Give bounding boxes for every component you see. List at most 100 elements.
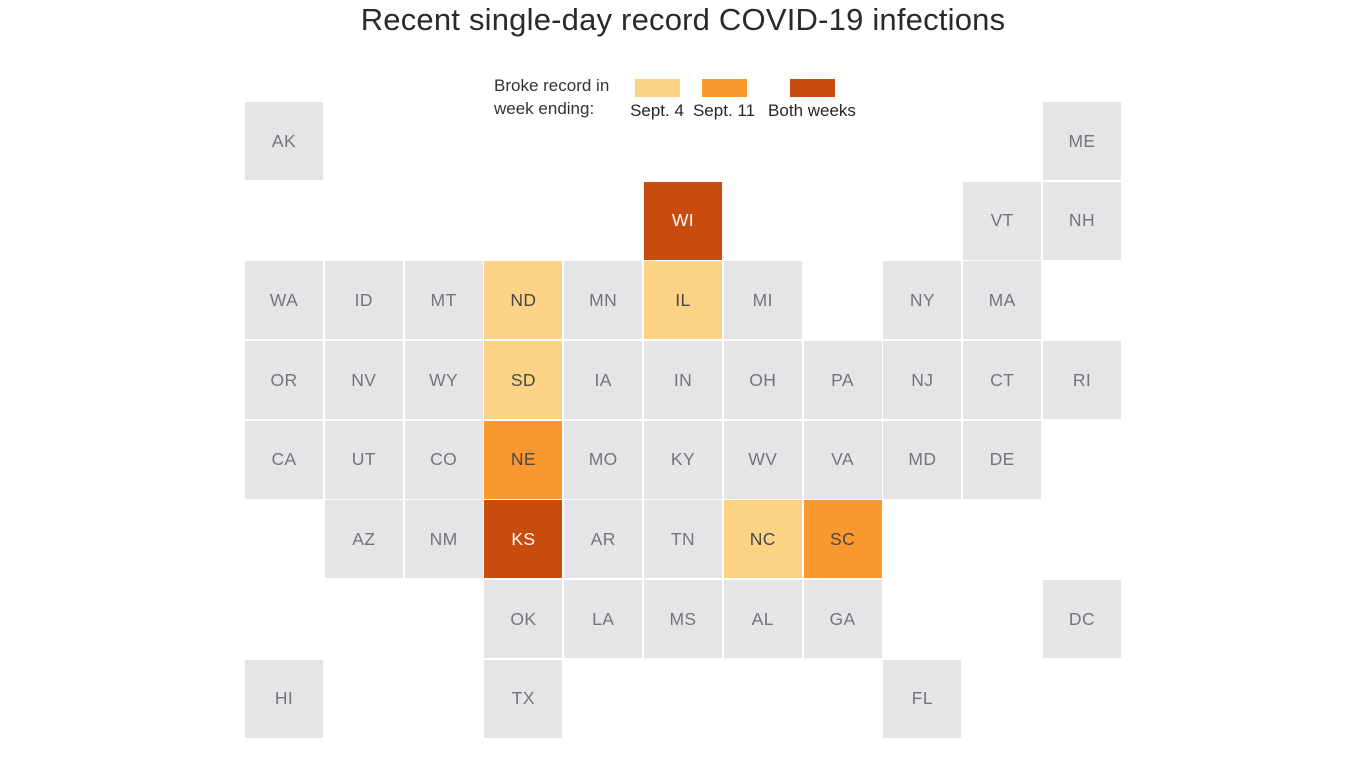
state-tile-nv: NV [324,341,403,420]
state-tile-il: IL [643,261,722,340]
state-label: GA [829,608,856,629]
state-tile-mn: MN [564,261,643,340]
state-label: WI [671,210,695,231]
state-tile-ga: GA [803,580,882,659]
state-label: MT [430,289,457,310]
state-grid: AK ME WI VT NH WA ID MT ND MN IL MI NY MA OR NV WY SD IA IN… [245,102,1121,738]
legend-swatch-sept11-icon [701,79,747,97]
state-tile-in: IN [643,341,722,420]
legend-swatch-both-weeks-icon [789,79,835,97]
state-tile-mi: MI [723,261,802,340]
legend-item-sept4: Sept. 4 [628,79,686,121]
state-label: LA [592,608,615,629]
state-label: WV [748,449,778,470]
state-tile-wa: WA [245,261,323,340]
state-label: NV [351,369,377,390]
state-label: OR [270,369,298,390]
state-tile-me: ME [1042,102,1121,180]
state-tile-va: VA [803,420,882,499]
legend-item-label: Sept. 11 [692,101,756,120]
state-tile-ne: NE [484,420,563,499]
state-label: TX [511,688,535,709]
state-label: AR [590,528,616,549]
state-label: VA [831,449,854,470]
state-tile-nc: NC [723,500,802,579]
state-label: TN [670,528,696,549]
state-label: KY [670,449,696,470]
state-label: NJ [911,369,934,390]
state-label: CT [990,369,1015,390]
state-label: MD [908,449,937,470]
state-tile-dc: DC [1042,580,1121,659]
state-tile-pa: PA [803,341,882,420]
state-label: RI [1072,369,1092,390]
state-tile-ma: MA [963,261,1042,340]
legend-item-label: Both weeks [768,101,856,120]
state-tile-al: AL [723,580,802,659]
state-label: VT [990,210,1014,231]
state-label: OH [749,369,777,390]
state-tile-tx: TX [484,659,563,738]
state-tile-nh: NH [1042,181,1121,260]
state-label: HI [274,688,294,709]
state-label: WA [269,289,299,310]
state-label: NE [510,449,536,470]
state-tile-fl: FL [883,659,962,738]
state-label: DE [989,449,1015,470]
state-label: MS [669,608,697,629]
state-label: AZ [352,528,376,549]
state-tile-nm: NM [404,500,483,579]
state-label: NM [429,528,458,549]
state-tile-wy: WY [404,341,483,420]
state-label: NC [749,528,776,549]
state-label: AK [271,130,297,151]
state-tile-ri: RI [1042,341,1121,420]
state-tile-az: AZ [324,500,403,579]
state-tile-ar: AR [564,500,643,579]
state-label: KS [511,528,536,549]
state-label: IL [675,289,691,310]
state-tile-ia: IA [564,341,643,420]
state-tile-co: CO [404,420,483,499]
state-label: OK [510,608,537,629]
state-tile-vt: VT [963,181,1042,260]
state-label: FL [911,688,933,709]
state-tile-nj: NJ [883,341,962,420]
state-tile-de: DE [963,420,1042,499]
state-label: MO [588,449,618,470]
state-tile-hi: HI [245,659,323,738]
state-label: CA [271,449,297,470]
state-tile-ks: KS [484,500,563,579]
state-tile-sc: SC [803,500,882,579]
legend-swatch-sept4-icon [634,79,680,97]
state-label: SC [830,528,856,549]
state-tile-nd: ND [484,261,563,340]
state-tile-ms: MS [643,580,722,659]
state-tile-tn: TN [643,500,722,579]
legend-caption-line1: Broke record in [494,76,610,95]
state-label: AL [751,608,774,629]
state-tile-la: LA [564,580,643,659]
state-tile-id: ID [324,261,403,340]
state-label: ID [354,289,373,310]
state-label: ND [510,289,537,310]
state-label: WY [429,369,459,390]
state-label: NY [909,289,935,310]
state-tile-ut: UT [324,420,403,499]
state-label: DC [1068,608,1095,629]
legend-item-label: Sept. 4 [630,101,684,120]
state-label: CO [430,449,458,470]
state-label: IA [594,369,612,390]
state-tile-ak: AK [245,102,323,180]
state-label: UT [351,449,376,470]
state-label: NH [1068,210,1095,231]
state-label: ME [1068,130,1096,151]
state-label: MA [988,289,1016,310]
state-tile-ny: NY [883,261,962,340]
state-tile-md: MD [883,420,962,499]
legend-item-both-weeks: Both weeks [766,79,858,121]
state-tile-ct: CT [963,341,1042,420]
legend-caption: Broke record in week ending: [494,74,609,120]
state-tile-mo: MO [564,420,643,499]
state-label: SD [510,369,536,390]
